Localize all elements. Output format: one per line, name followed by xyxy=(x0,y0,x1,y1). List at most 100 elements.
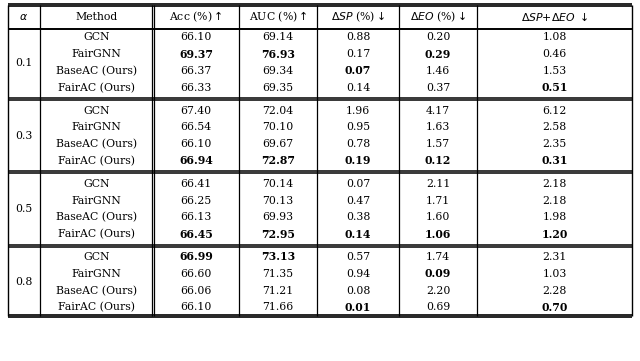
Text: 1.08: 1.08 xyxy=(542,32,566,42)
Text: 0.47: 0.47 xyxy=(346,196,370,206)
Text: 66.10: 66.10 xyxy=(180,32,212,42)
Text: 66.41: 66.41 xyxy=(180,179,212,189)
Text: 66.33: 66.33 xyxy=(180,83,212,93)
Text: 66.60: 66.60 xyxy=(180,269,212,279)
Text: 2.31: 2.31 xyxy=(542,252,566,262)
Text: 1.20: 1.20 xyxy=(541,229,568,240)
Text: 0.57: 0.57 xyxy=(346,252,370,262)
Text: 0.1: 0.1 xyxy=(15,58,33,68)
Text: 0.29: 0.29 xyxy=(425,49,451,60)
Text: 66.37: 66.37 xyxy=(180,66,212,76)
Text: 0.78: 0.78 xyxy=(346,139,370,149)
Text: 1.53: 1.53 xyxy=(542,66,566,76)
Text: 2.18: 2.18 xyxy=(542,179,566,189)
Text: 2.11: 2.11 xyxy=(426,179,450,189)
Text: 76.93: 76.93 xyxy=(261,49,295,60)
Text: 69.34: 69.34 xyxy=(262,66,294,76)
Text: Acc (%)$\uparrow$: Acc (%)$\uparrow$ xyxy=(170,10,223,24)
Text: GCN: GCN xyxy=(83,32,109,42)
Text: 0.51: 0.51 xyxy=(541,82,568,93)
Text: FairGNN: FairGNN xyxy=(72,269,122,279)
Text: 0.14: 0.14 xyxy=(346,83,370,93)
Text: 0.37: 0.37 xyxy=(426,83,450,93)
Text: 2.28: 2.28 xyxy=(542,286,566,296)
Text: 0.88: 0.88 xyxy=(346,32,370,42)
Text: 71.66: 71.66 xyxy=(262,303,294,312)
Text: 70.14: 70.14 xyxy=(262,179,294,189)
Text: 0.31: 0.31 xyxy=(541,156,568,166)
Text: 0.07: 0.07 xyxy=(345,65,371,77)
Text: FairAC (Ours): FairAC (Ours) xyxy=(58,83,135,93)
Text: 71.21: 71.21 xyxy=(262,286,294,296)
Text: FairGNN: FairGNN xyxy=(72,122,122,132)
Text: 2.18: 2.18 xyxy=(542,196,566,206)
Text: 2.35: 2.35 xyxy=(542,139,566,149)
Text: $\alpha$: $\alpha$ xyxy=(19,12,29,22)
Text: BaseAC (Ours): BaseAC (Ours) xyxy=(56,66,137,76)
Text: 1.74: 1.74 xyxy=(426,252,450,262)
Text: FairGNN: FairGNN xyxy=(72,49,122,59)
Text: 1.60: 1.60 xyxy=(426,212,450,222)
Text: 0.19: 0.19 xyxy=(345,156,371,166)
Text: BaseAC (Ours): BaseAC (Ours) xyxy=(56,286,137,296)
Text: 66.06: 66.06 xyxy=(180,286,212,296)
Text: 69.37: 69.37 xyxy=(179,49,213,60)
Text: 67.40: 67.40 xyxy=(180,106,212,116)
Text: 0.5: 0.5 xyxy=(15,204,33,214)
Text: 70.13: 70.13 xyxy=(262,196,294,206)
Text: FairAC (Ours): FairAC (Ours) xyxy=(58,302,135,313)
Text: 0.95: 0.95 xyxy=(346,122,370,132)
Text: 2.20: 2.20 xyxy=(426,286,450,296)
Text: 0.08: 0.08 xyxy=(346,286,370,296)
Text: 0.14: 0.14 xyxy=(345,229,371,240)
Text: BaseAC (Ours): BaseAC (Ours) xyxy=(56,139,137,149)
Text: BaseAC (Ours): BaseAC (Ours) xyxy=(56,212,137,222)
Text: 0.8: 0.8 xyxy=(15,277,33,287)
Text: 0.46: 0.46 xyxy=(542,49,566,59)
Text: 66.13: 66.13 xyxy=(180,212,212,222)
Text: GCN: GCN xyxy=(83,179,109,189)
Text: 0.70: 0.70 xyxy=(541,302,568,313)
Text: 69.93: 69.93 xyxy=(262,212,294,222)
Text: 1.71: 1.71 xyxy=(426,196,450,206)
Text: $\Delta SP$+$\Delta EO$ $\downarrow$: $\Delta SP$+$\Delta EO$ $\downarrow$ xyxy=(521,11,588,23)
Text: 0.12: 0.12 xyxy=(425,156,451,166)
Text: 0.07: 0.07 xyxy=(346,179,370,189)
Text: 4.17: 4.17 xyxy=(426,106,450,116)
Text: FairAC (Ours): FairAC (Ours) xyxy=(58,156,135,166)
Text: 1.03: 1.03 xyxy=(542,269,566,279)
Text: 69.14: 69.14 xyxy=(262,32,294,42)
Text: 66.10: 66.10 xyxy=(180,303,212,312)
Text: 66.25: 66.25 xyxy=(180,196,212,206)
Text: 0.01: 0.01 xyxy=(345,302,371,313)
Text: 1.06: 1.06 xyxy=(425,229,451,240)
Text: 70.10: 70.10 xyxy=(262,122,294,132)
Text: 1.63: 1.63 xyxy=(426,122,450,132)
Text: 0.20: 0.20 xyxy=(426,32,450,42)
Text: 72.87: 72.87 xyxy=(261,156,295,166)
Text: $\Delta EO$ (%)$\downarrow$: $\Delta EO$ (%)$\downarrow$ xyxy=(410,10,466,24)
Text: GCN: GCN xyxy=(83,106,109,116)
Text: GCN: GCN xyxy=(83,252,109,262)
Text: 66.94: 66.94 xyxy=(179,156,213,166)
Text: 66.54: 66.54 xyxy=(180,122,212,132)
Text: 69.35: 69.35 xyxy=(262,83,294,93)
Text: AUC (%)$\uparrow$: AUC (%)$\uparrow$ xyxy=(249,10,307,24)
Text: 72.04: 72.04 xyxy=(262,106,294,116)
Text: 1.57: 1.57 xyxy=(426,139,450,149)
Text: FairGNN: FairGNN xyxy=(72,196,122,206)
Text: 66.45: 66.45 xyxy=(179,229,213,240)
Text: 66.10: 66.10 xyxy=(180,139,212,149)
Text: 73.13: 73.13 xyxy=(261,252,295,262)
Text: Method: Method xyxy=(76,12,118,22)
Text: 1.98: 1.98 xyxy=(542,212,566,222)
Text: FairAC (Ours): FairAC (Ours) xyxy=(58,229,135,239)
Text: 0.94: 0.94 xyxy=(346,269,370,279)
Text: 0.69: 0.69 xyxy=(426,303,450,312)
Text: 0.38: 0.38 xyxy=(346,212,370,222)
Text: 69.67: 69.67 xyxy=(262,139,294,149)
Text: 1.96: 1.96 xyxy=(346,106,370,116)
Text: 72.95: 72.95 xyxy=(261,229,295,240)
Text: 0.17: 0.17 xyxy=(346,49,370,59)
Text: 0.09: 0.09 xyxy=(425,268,451,279)
